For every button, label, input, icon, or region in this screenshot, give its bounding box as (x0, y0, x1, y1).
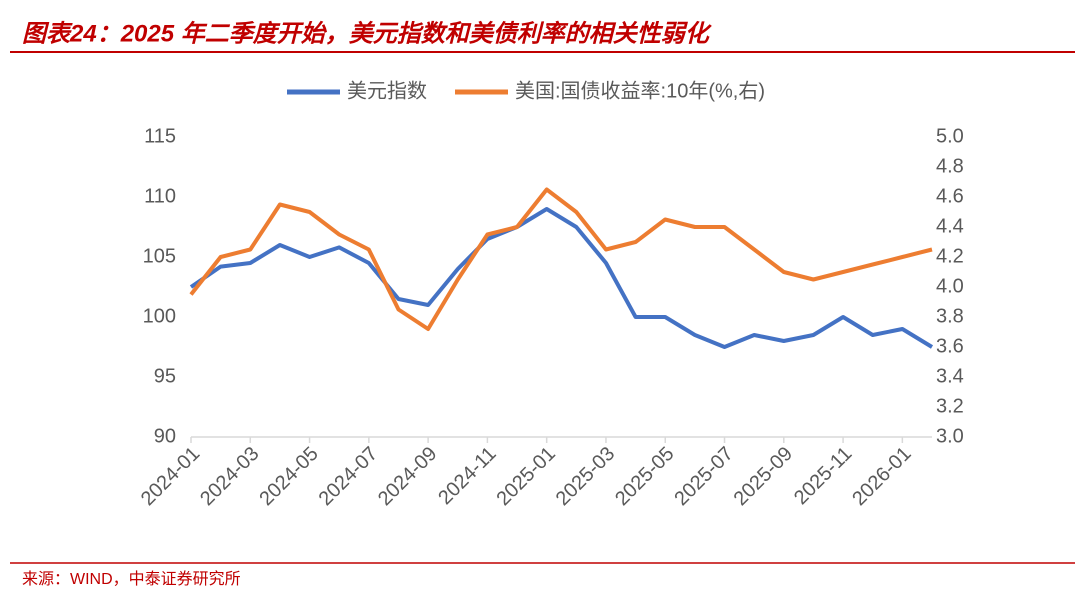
x-tick-label: 2025-07 (670, 443, 737, 510)
y2-tick-label: 4.0 (936, 275, 964, 297)
y2-tick-label: 3.0 (936, 425, 964, 447)
y2-tick-label: 4.6 (936, 185, 964, 207)
y2-tick-label: 3.4 (936, 365, 964, 387)
x-tick-label: 2024-07 (315, 443, 382, 510)
y-tick-label: 110 (144, 185, 176, 207)
x-tick-label: 2025-11 (790, 443, 856, 509)
y2-tick-label: 3.8 (936, 305, 964, 327)
source: 来源：WIND，中泰证券研究所 (22, 570, 241, 588)
y-tick-label: 90 (154, 425, 176, 447)
y2-tick-label: 4.8 (936, 155, 964, 177)
x-tick-label: 2024-01 (137, 443, 204, 510)
x-tick-label: 2024-05 (255, 443, 322, 510)
legend-label: 美元指数 (347, 79, 427, 102)
x-tick-label: 2026-01 (848, 443, 915, 510)
title: 图表24：2025 年二季度开始，美元指数和美债利率的相关性弱化 (22, 20, 713, 47)
series-line (189, 187, 933, 331)
y-tick-label: 95 (154, 365, 176, 387)
y-tick-label: 115 (144, 125, 176, 147)
y2-tick-label: 3.2 (936, 395, 964, 417)
y-tick-label: 100 (143, 305, 176, 327)
series-line (189, 207, 934, 349)
x-tick-label: 2025-09 (730, 443, 797, 510)
y2-tick-label: 5.0 (936, 125, 964, 147)
y2-tick-label: 3.6 (936, 335, 964, 357)
y-tick-label: 105 (143, 245, 176, 267)
y2-tick-label: 4.4 (936, 215, 964, 237)
x-tick-label: 2024-09 (374, 443, 441, 510)
x-tick-label: 2025-01 (492, 443, 559, 510)
x-tick-label: 2025-03 (552, 443, 619, 510)
x-tick-label: 2024-03 (196, 443, 263, 510)
y2-tick-label: 4.2 (936, 245, 964, 267)
legend-label: 美国:国债收益率:10年(%,右) (515, 79, 765, 102)
x-tick-label: 2024-11 (434, 443, 500, 509)
x-tick-label: 2025-05 (611, 443, 678, 510)
